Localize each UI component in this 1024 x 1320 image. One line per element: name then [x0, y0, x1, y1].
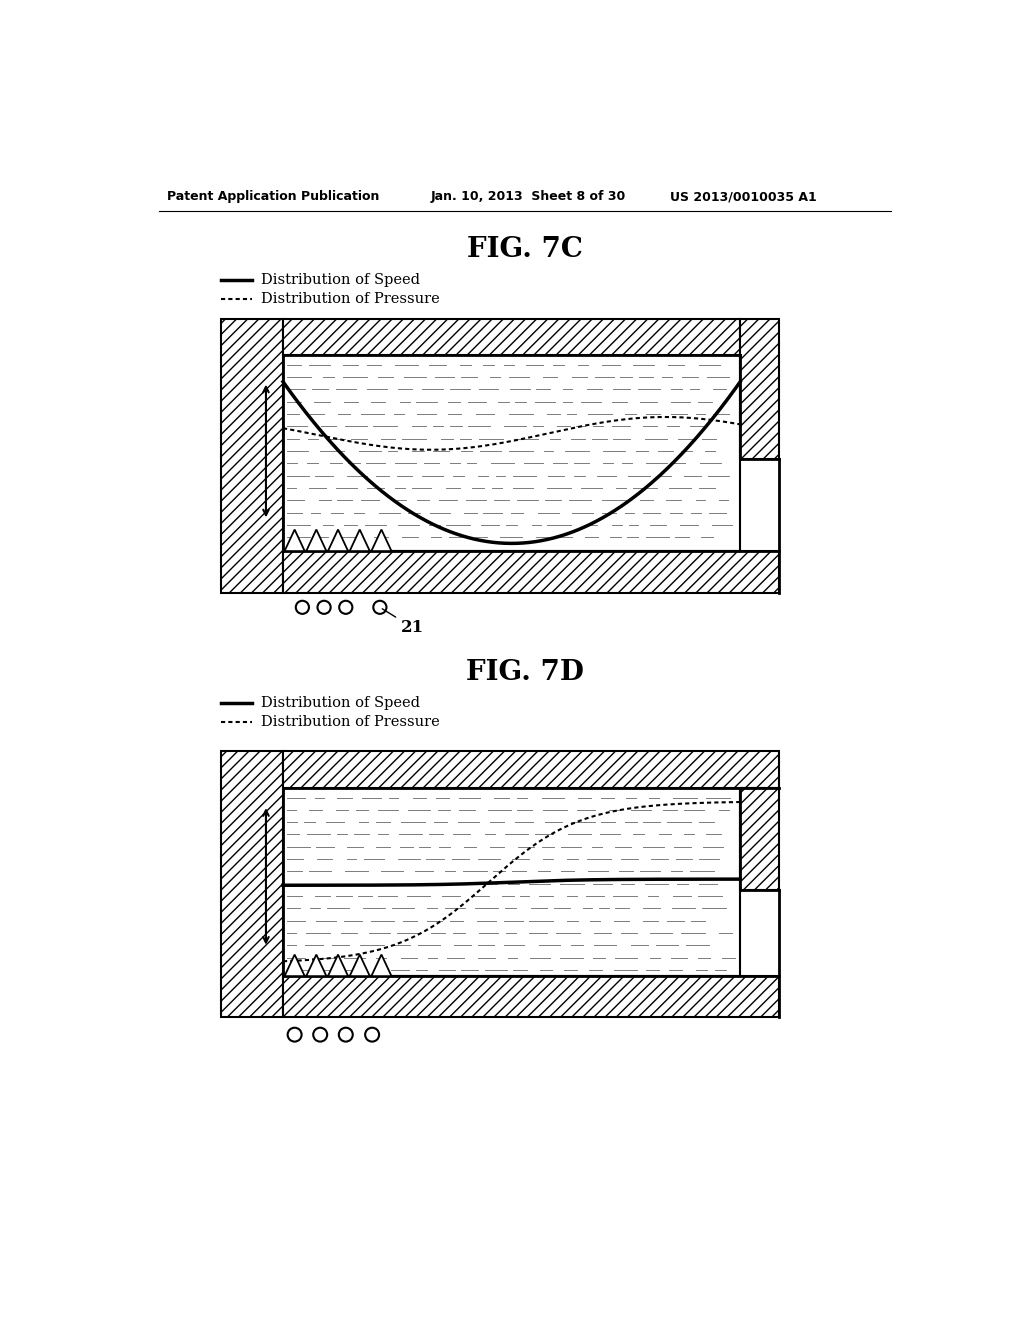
Bar: [283, 751, 779, 788]
Polygon shape: [285, 954, 305, 977]
Text: Patent Application Publication: Patent Application Publication: [167, 190, 379, 203]
Polygon shape: [349, 954, 370, 977]
Bar: [283, 552, 779, 594]
Bar: [283, 788, 740, 977]
Polygon shape: [306, 529, 327, 552]
Bar: [283, 318, 740, 355]
Polygon shape: [372, 529, 391, 552]
Text: Distribution of Speed: Distribution of Speed: [261, 696, 420, 710]
Polygon shape: [328, 954, 348, 977]
Bar: [740, 318, 779, 459]
Text: 21: 21: [382, 609, 424, 636]
Polygon shape: [372, 954, 391, 977]
Text: Distribution of Speed: Distribution of Speed: [261, 273, 420, 286]
Bar: [221, 751, 283, 1016]
Polygon shape: [285, 529, 305, 552]
Bar: [283, 977, 779, 1016]
Polygon shape: [306, 954, 327, 977]
Text: Distribution of Pressure: Distribution of Pressure: [261, 292, 440, 306]
Bar: [283, 355, 740, 552]
Bar: [221, 318, 283, 594]
Polygon shape: [349, 529, 370, 552]
Polygon shape: [328, 529, 348, 552]
Text: Jan. 10, 2013  Sheet 8 of 30: Jan. 10, 2013 Sheet 8 of 30: [430, 190, 626, 203]
Text: FIG. 7D: FIG. 7D: [466, 659, 584, 686]
Text: Distribution of Pressure: Distribution of Pressure: [261, 715, 440, 729]
Bar: [740, 788, 779, 890]
Text: US 2013/0010035 A1: US 2013/0010035 A1: [671, 190, 817, 203]
Text: FIG. 7C: FIG. 7C: [467, 236, 583, 263]
